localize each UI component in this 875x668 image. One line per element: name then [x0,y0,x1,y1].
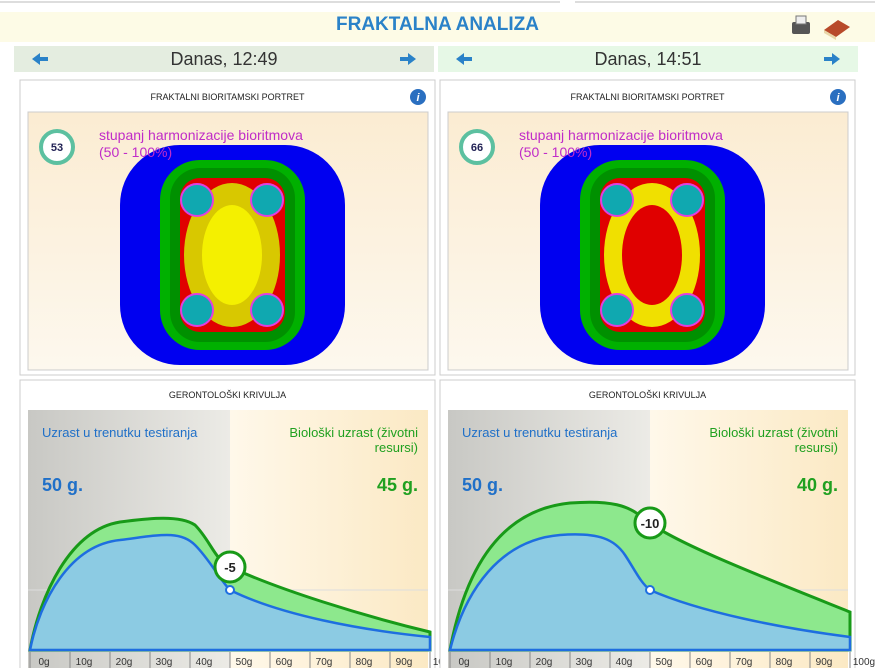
left-label: Uzrast u trenutku testiranja [462,425,617,440]
caption: stupanj harmonizacije bioritmova [519,127,723,143]
score: 53 [51,142,63,154]
x-tick-label: 0g [458,657,469,668]
nav-label: Danas, 14:51 [438,49,858,70]
fractal-bulb [601,294,633,326]
left-label: Uzrast u trenutku testiranja [42,425,197,440]
fractal-bulb [181,184,213,216]
x-tick-label: 100g [853,657,875,668]
portrait-title: FRAKTALNI BIORITAMSKI PORTRET [20,92,435,102]
caption: stupanj harmonizacije bioritmova [99,127,303,143]
x-tick-label: 80g [776,657,793,668]
caption: (50 - 100%) [519,144,592,160]
x-tick-label: 60g [696,657,713,668]
page: ii53-50g10g20g30g40g50g60g70g80g90g100gi… [0,0,875,668]
curve-title: GERONTOLOŠKI KRIVULJA [440,390,855,400]
x-tick-label: 10g [76,657,93,668]
right-label: Biološki uzrast (životni resursi) [678,425,838,455]
fractal-bulb [181,294,213,326]
difference: -5 [224,560,236,575]
portrait-title: FRAKTALNI BIORITAMSKI PORTRET [440,92,855,102]
x-tick-label: 50g [236,657,253,668]
fractal-center [622,205,682,305]
x-tick-label: 30g [576,657,593,668]
x-tick-label: 50g [656,657,673,668]
curve-title: GERONTOLOŠKI KRIVULJA [20,390,435,400]
x-tick-label: 40g [196,657,213,668]
bio-age: 45 g. [320,475,418,496]
x-tick-label: 30g [156,657,173,668]
x-tick-label: 90g [816,657,833,668]
difference: -10 [641,516,660,531]
age: 50 g. [42,475,83,496]
right-label: Biološki uzrast (životni resursi) [258,425,418,455]
fractal-bulb [601,184,633,216]
age-marker [226,586,234,594]
fractal-bulb [251,184,283,216]
x-tick-label: 10g [496,657,513,668]
x-tick-label: 60g [276,657,293,668]
age-marker [646,586,654,594]
fractal-bulb [671,294,703,326]
x-tick-label: 80g [356,657,373,668]
x-tick-label: 40g [616,657,633,668]
fractal-center [202,205,262,305]
x-tick-label: 70g [316,657,333,668]
x-tick-label: 20g [536,657,553,668]
x-tick-label: 90g [396,657,413,668]
x-tick-label: 0g [38,657,49,668]
x-tick-label: 20g [116,657,133,668]
page-title: FRAKTALNA ANALIZA [0,14,875,36]
caption: (50 - 100%) [99,144,172,160]
score: 66 [471,142,483,154]
bio-age: 40 g. [740,475,838,496]
fractal-bulb [251,294,283,326]
nav-label: Danas, 12:49 [14,49,434,70]
fractal-bulb [671,184,703,216]
x-tick-label: 70g [736,657,753,668]
age: 50 g. [462,475,503,496]
